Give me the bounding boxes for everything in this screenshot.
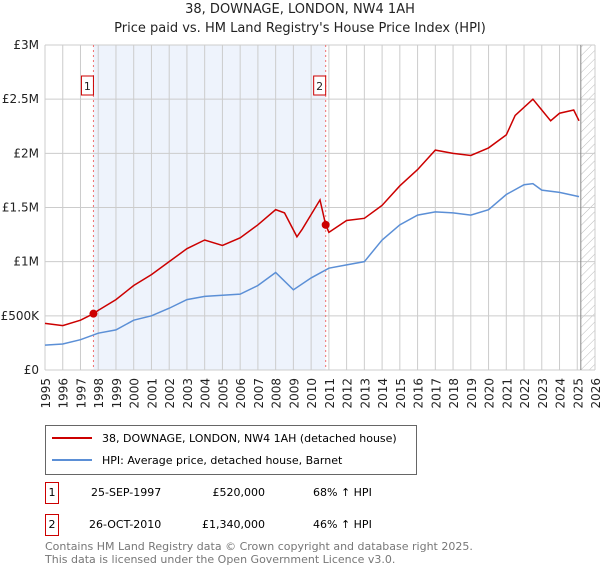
sale-row-1: 1 25-SEP-1997 £520,000 68% ↑ HPI	[45, 482, 445, 504]
x-tick-label: 2007	[252, 378, 266, 409]
sale-row-2: 2 26-OCT-2010 £1,340,000 46% ↑ HPI	[45, 514, 445, 536]
chart: 1995 1996 1997 1998 1999 2000 2001 2002 2003 2004…	[1, 38, 600, 409]
sale-marker-2: 2	[45, 514, 59, 536]
sale-date: 25-SEP-1997	[91, 486, 162, 499]
sale-hpi: 46% ↑ HPI	[313, 518, 372, 531]
x-tick-label: 2025	[571, 378, 585, 409]
sale-annotation-label: 1	[84, 80, 91, 93]
sale-point	[89, 309, 98, 318]
legend: 38, DOWNAGE, LONDON, NW4 1AH (detached h…	[45, 425, 417, 475]
sale-price: £520,000	[212, 486, 266, 499]
sale-price: £1,340,000	[202, 518, 265, 531]
sale-date: 26-OCT-2010	[89, 518, 162, 531]
x-tick-label: 2000	[128, 378, 142, 409]
x-tick-label: 2019	[465, 378, 479, 409]
legend-swatch-property	[52, 437, 92, 439]
x-tick-label: 2021	[500, 378, 514, 409]
x-tick-label: 2017	[429, 378, 443, 409]
y-tick-label: £0	[24, 363, 39, 377]
x-tick-label: 2004	[199, 378, 213, 409]
y-tick-label: £2M	[13, 146, 39, 160]
y-tick-label: £1M	[13, 255, 39, 269]
x-tick-label: 1999	[110, 378, 124, 409]
y-tick-label: £1.5M	[2, 201, 39, 215]
x-tick-label: 2006	[234, 378, 248, 409]
x-tick-label: 2001	[145, 378, 159, 409]
legend-label-hpi: HPI: Average price, detached house, Barn…	[102, 453, 343, 467]
sale-hpi: 68% ↑ HPI	[313, 486, 372, 499]
chart-title: 38, DOWNAGE, LONDON, NW4 1AH	[185, 2, 415, 17]
x-tick-label: 2020	[483, 378, 497, 409]
footer-line-1: Contains HM Land Registry data © Crown c…	[45, 540, 473, 553]
x-tick-label: 2026	[589, 378, 600, 409]
chart-subtitle: Price paid vs. HM Land Registry's House …	[114, 21, 486, 36]
sale-annotation-box	[80, 75, 94, 96]
sale-marker-1: 1	[45, 482, 59, 504]
sale-point	[321, 220, 330, 229]
x-tick-label: 1998	[92, 378, 106, 409]
x-tick-label: 2024	[554, 378, 568, 409]
x-tick-label: 1995	[39, 378, 53, 409]
legend-swatch-hpi	[52, 459, 92, 461]
series-line	[44, 182, 580, 346]
x-tick-label: 2011	[323, 378, 337, 409]
footer: Contains HM Land Registry data © Crown c…	[45, 540, 473, 566]
x-tick-label: 2022	[518, 378, 532, 409]
x-tick-label: 2016	[412, 378, 426, 409]
y-tick-label: £500K	[1, 309, 41, 323]
y-tick-label: £2.5M	[2, 92, 39, 106]
series-line	[44, 98, 580, 327]
x-tick-label: 2009	[287, 378, 301, 409]
x-tick-label: 2015	[394, 378, 408, 409]
legend-label-property: 38, DOWNAGE, LONDON, NW4 1AH (detached h…	[102, 431, 397, 445]
x-tick-label: 2008	[270, 378, 284, 409]
x-tick-label: 1996	[57, 378, 71, 409]
x-tick-label: 2012	[341, 378, 355, 409]
x-tick-label: 1997	[74, 378, 88, 409]
x-tick-label: 2005	[216, 378, 230, 409]
x-tick-label: 2023	[536, 378, 550, 409]
x-tick-label: 2013	[358, 378, 372, 409]
x-tick-label: 2018	[447, 378, 461, 409]
x-tick-label: 2010	[305, 378, 319, 409]
sale-annotation-box	[313, 75, 327, 96]
x-tick-label: 2014	[376, 378, 390, 409]
sale-annotation-label: 2	[316, 80, 323, 93]
y-tick-label: £3M	[13, 38, 39, 52]
x-tick-label: 2002	[163, 378, 177, 409]
x-tick-label: 2003	[181, 378, 195, 409]
